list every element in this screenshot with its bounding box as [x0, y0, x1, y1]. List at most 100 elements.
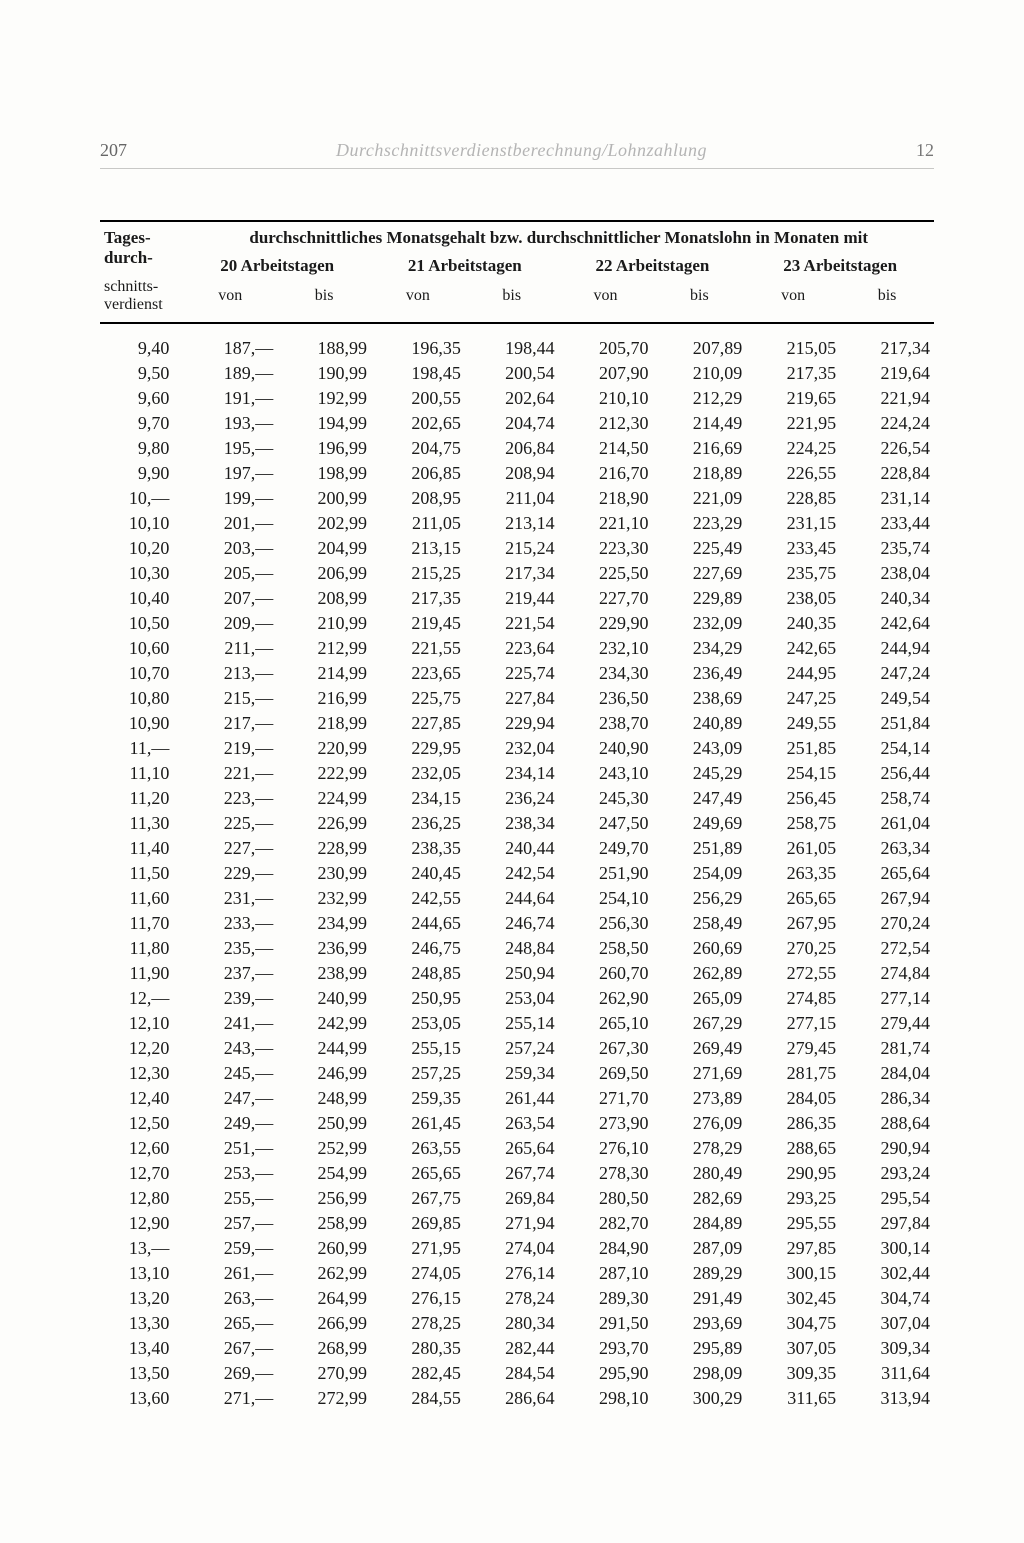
- value-cell: 236,25: [371, 811, 465, 836]
- value-cell: 200,54: [465, 361, 559, 386]
- value-cell: 219,65: [746, 386, 840, 411]
- tagesverdienst-cell: 10,70: [100, 661, 183, 686]
- value-cell: 262,99: [277, 1261, 371, 1286]
- value-cell: 206,85: [371, 461, 465, 486]
- value-cell: 293,70: [559, 1336, 653, 1361]
- tagesverdienst-cell: 11,70: [100, 911, 183, 936]
- table-row: 13,50269,—270,99282,45284,54295,90298,09…: [100, 1361, 934, 1386]
- value-cell: 282,70: [559, 1211, 653, 1236]
- value-cell: 198,99: [277, 461, 371, 486]
- value-cell: 225,50: [559, 561, 653, 586]
- tagesverdienst-cell: 10,10: [100, 511, 183, 536]
- value-cell: 192,99: [277, 386, 371, 411]
- value-cell: 217,34: [840, 323, 934, 361]
- value-cell: 223,30: [559, 536, 653, 561]
- tagesverdienst-cell: 11,60: [100, 886, 183, 911]
- table-row: 10,60211,—212,99221,55223,64232,10234,29…: [100, 636, 934, 661]
- value-cell: 219,45: [371, 611, 465, 636]
- value-cell: 244,65: [371, 911, 465, 936]
- value-cell: 272,99: [277, 1386, 371, 1411]
- value-cell: 263,—: [183, 1286, 277, 1311]
- value-cell: 246,75: [371, 936, 465, 961]
- value-cell: 207,90: [559, 361, 653, 386]
- value-cell: 213,—: [183, 661, 277, 686]
- value-cell: 259,34: [465, 1061, 559, 1086]
- value-cell: 265,65: [746, 886, 840, 911]
- value-cell: 298,09: [652, 1361, 746, 1386]
- value-cell: 290,95: [746, 1161, 840, 1186]
- value-cell: 224,24: [840, 411, 934, 436]
- table-row: 12,40247,—248,99259,35261,44271,70273,89…: [100, 1086, 934, 1111]
- value-cell: 235,75: [746, 561, 840, 586]
- table-row: 13,30265,—266,99278,25280,34291,50293,69…: [100, 1311, 934, 1336]
- value-cell: 270,99: [277, 1361, 371, 1386]
- table-row: 11,20223,—224,99234,15236,24245,30247,49…: [100, 786, 934, 811]
- value-cell: 237,—: [183, 961, 277, 986]
- value-cell: 279,44: [840, 1011, 934, 1036]
- value-cell: 207,—: [183, 586, 277, 611]
- value-cell: 261,—: [183, 1261, 277, 1286]
- value-cell: 254,10: [559, 886, 653, 911]
- value-cell: 265,10: [559, 1011, 653, 1036]
- value-cell: 213,14: [465, 511, 559, 536]
- value-cell: 217,35: [371, 586, 465, 611]
- tagesverdienst-cell: 12,70: [100, 1161, 183, 1186]
- value-cell: 209,—: [183, 611, 277, 636]
- sub-header-bis: bis: [840, 278, 934, 323]
- table-row: 12,80255,—256,99267,75269,84280,50282,69…: [100, 1186, 934, 1211]
- value-cell: 239,—: [183, 986, 277, 1011]
- value-cell: 281,74: [840, 1036, 934, 1061]
- value-cell: 279,45: [746, 1036, 840, 1061]
- table-row: 12,30245,—246,99257,25259,34269,50271,69…: [100, 1061, 934, 1086]
- value-cell: 218,99: [277, 711, 371, 736]
- value-cell: 270,24: [840, 911, 934, 936]
- value-cell: 287,09: [652, 1236, 746, 1261]
- tagesverdienst-cell: 10,20: [100, 536, 183, 561]
- value-cell: 204,75: [371, 436, 465, 461]
- value-cell: 194,99: [277, 411, 371, 436]
- value-cell: 232,09: [652, 611, 746, 636]
- table-row: 12,70253,—254,99265,65267,74278,30280,49…: [100, 1161, 934, 1186]
- value-cell: 274,04: [465, 1236, 559, 1261]
- value-cell: 252,99: [277, 1136, 371, 1161]
- value-cell: 235,74: [840, 536, 934, 561]
- tagesverdienst-cell: 9,90: [100, 461, 183, 486]
- value-cell: 271,70: [559, 1086, 653, 1111]
- value-cell: 272,54: [840, 936, 934, 961]
- value-cell: 256,29: [652, 886, 746, 911]
- value-cell: 286,64: [465, 1386, 559, 1411]
- value-cell: 204,74: [465, 411, 559, 436]
- value-cell: 231,14: [840, 486, 934, 511]
- value-cell: 208,94: [465, 461, 559, 486]
- value-cell: 295,54: [840, 1186, 934, 1211]
- value-cell: 269,—: [183, 1361, 277, 1386]
- table-row: 11,80235,—236,99246,75248,84258,50260,69…: [100, 936, 934, 961]
- value-cell: 276,15: [371, 1286, 465, 1311]
- sub-header-bis: bis: [277, 278, 371, 323]
- value-cell: 304,74: [840, 1286, 934, 1311]
- table-row: 9,70193,—194,99202,65204,74212,30214,492…: [100, 411, 934, 436]
- value-cell: 269,84: [465, 1186, 559, 1211]
- value-cell: 268,99: [277, 1336, 371, 1361]
- value-cell: 211,—: [183, 636, 277, 661]
- value-cell: 223,29: [652, 511, 746, 536]
- value-cell: 224,99: [277, 786, 371, 811]
- value-cell: 295,55: [746, 1211, 840, 1236]
- table-row: 13,40267,—268,99280,35282,44293,70295,89…: [100, 1336, 934, 1361]
- value-cell: 260,99: [277, 1236, 371, 1261]
- value-cell: 201,—: [183, 511, 277, 536]
- value-cell: 208,95: [371, 486, 465, 511]
- value-cell: 235,—: [183, 936, 277, 961]
- value-cell: 213,15: [371, 536, 465, 561]
- group-header: 20 Arbeitstagen: [183, 250, 371, 278]
- value-cell: 211,05: [371, 511, 465, 536]
- value-cell: 284,54: [465, 1361, 559, 1386]
- value-cell: 254,15: [746, 761, 840, 786]
- value-cell: 304,75: [746, 1311, 840, 1336]
- col0-header-line: durch-: [104, 248, 153, 267]
- tagesverdienst-cell: 13,60: [100, 1386, 183, 1411]
- value-cell: 236,49: [652, 661, 746, 686]
- value-cell: 259,35: [371, 1086, 465, 1111]
- value-cell: 249,54: [840, 686, 934, 711]
- value-cell: 274,84: [840, 961, 934, 986]
